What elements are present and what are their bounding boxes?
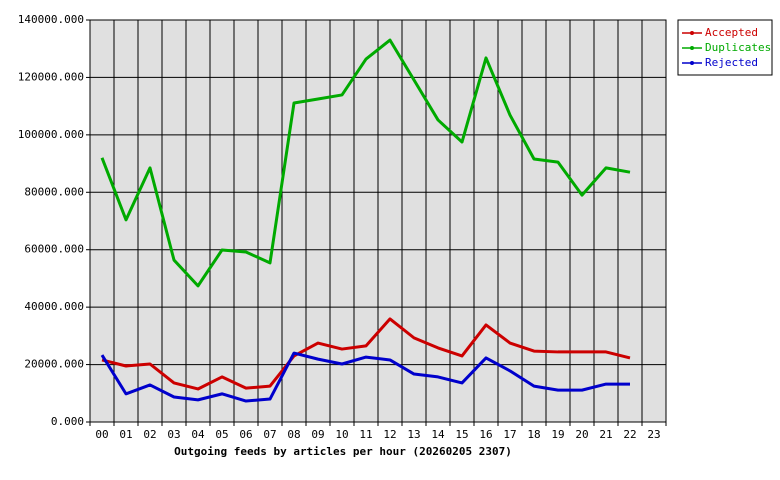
x-tick-label: 12 bbox=[383, 428, 396, 441]
x-tick-label: 05 bbox=[215, 428, 228, 441]
legend-marker bbox=[690, 46, 694, 50]
x-tick-label: 22 bbox=[623, 428, 636, 441]
x-tick-label: 01 bbox=[119, 428, 132, 441]
x-tick-label: 06 bbox=[239, 428, 252, 441]
x-tick-label: 04 bbox=[191, 428, 205, 441]
x-tick-label: 17 bbox=[503, 428, 516, 441]
series-line bbox=[101, 317, 631, 391]
x-tick-label: 00 bbox=[95, 428, 108, 441]
x-tick-label: 18 bbox=[527, 428, 540, 441]
y-tick-label: 100000.000 bbox=[18, 128, 84, 141]
x-tick-label: 20 bbox=[575, 428, 588, 441]
y-tick-label: 20000.000 bbox=[24, 358, 84, 371]
x-tick-label: 09 bbox=[311, 428, 324, 441]
legend-label: Duplicates bbox=[705, 41, 771, 54]
y-tick-label: 120000.000 bbox=[18, 70, 84, 83]
x-tick-label: 10 bbox=[335, 428, 348, 441]
x-tick-label: 02 bbox=[143, 428, 156, 441]
y-tick-label: 80000.000 bbox=[24, 185, 84, 198]
legend-marker bbox=[690, 61, 694, 65]
x-tick-label: 21 bbox=[599, 428, 612, 441]
x-tick-label: 08 bbox=[287, 428, 300, 441]
x-axis-label: Outgoing feeds by articles per hour (202… bbox=[174, 445, 512, 458]
legend-marker bbox=[690, 31, 694, 35]
series-line bbox=[100, 351, 630, 403]
y-tick-label: 60000.000 bbox=[24, 243, 84, 256]
legend-label: Rejected bbox=[705, 56, 758, 69]
x-tick-label: 03 bbox=[167, 428, 180, 441]
x-tick-label: 14 bbox=[431, 428, 445, 441]
x-tick-label: 07 bbox=[263, 428, 276, 441]
x-tick-label: 15 bbox=[455, 428, 468, 441]
legend-label: Accepted bbox=[705, 26, 758, 39]
x-tick-label: 16 bbox=[479, 428, 492, 441]
y-tick-label: 140000.000 bbox=[18, 13, 84, 26]
x-tick-label: 13 bbox=[407, 428, 420, 441]
y-tick-label: 0.000 bbox=[51, 415, 84, 428]
y-tick-label: 40000.000 bbox=[24, 300, 84, 313]
series-line bbox=[100, 38, 631, 288]
x-tick-label: 23 bbox=[647, 428, 660, 441]
x-tick-label: 19 bbox=[551, 428, 564, 441]
x-tick-label: 11 bbox=[359, 428, 372, 441]
